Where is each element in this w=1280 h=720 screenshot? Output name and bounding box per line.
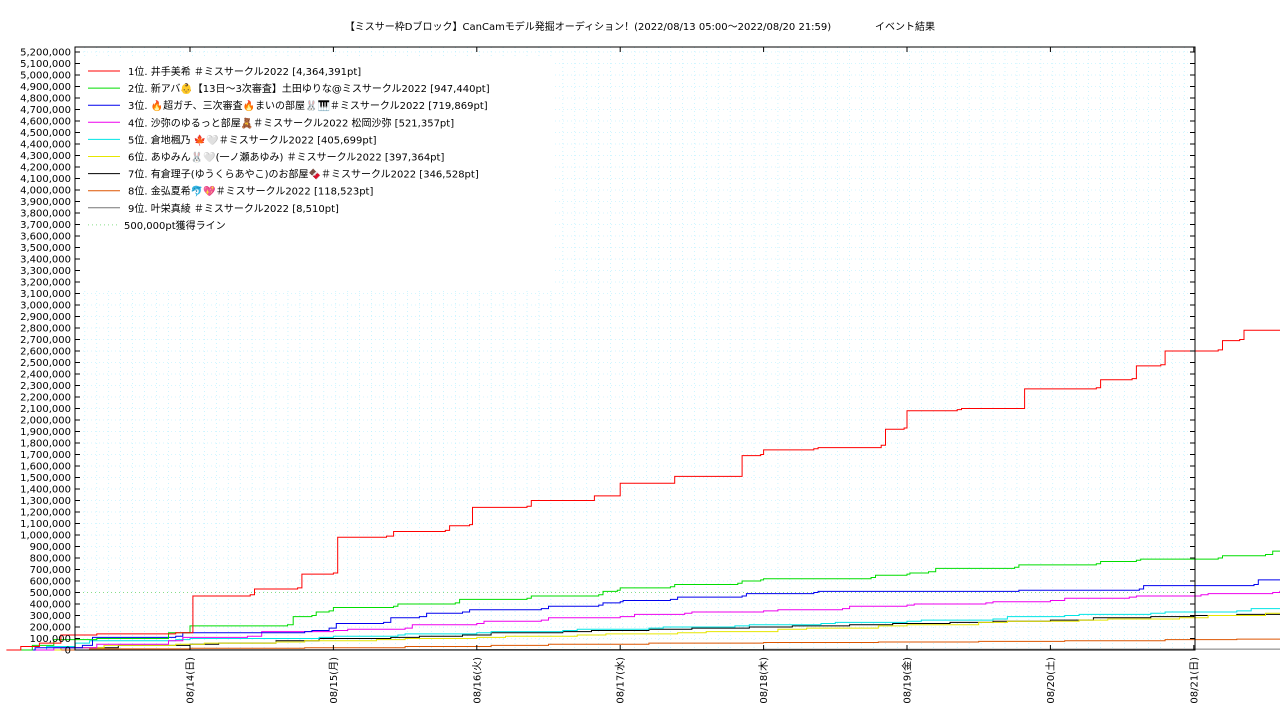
y-tick-label: 300,000 bbox=[30, 611, 71, 622]
y-tick-label: 500,000 bbox=[30, 588, 71, 599]
chart-subtitle: イベント結果 bbox=[875, 20, 935, 33]
y-tick-label: 4,200,000 bbox=[20, 163, 71, 174]
y-tick-label: 4,100,000 bbox=[20, 174, 71, 185]
series-line-4 bbox=[25, 590, 1280, 651]
y-tick-label: 3,600,000 bbox=[20, 232, 71, 243]
y-tick-label: 2,400,000 bbox=[20, 370, 71, 381]
y-tick-label: 1,600,000 bbox=[20, 462, 71, 473]
y-tick-label: 4,900,000 bbox=[20, 82, 71, 93]
series-line-3 bbox=[17, 579, 1280, 651]
y-tick-label: 200,000 bbox=[30, 623, 71, 634]
x-tick-label: 08/21(日) bbox=[1189, 657, 1200, 704]
y-tick-label: 3,900,000 bbox=[20, 197, 71, 208]
x-tick-label: 08/15(月) bbox=[328, 657, 340, 704]
legend-background bbox=[79, 59, 555, 289]
y-tick-label: 0 bbox=[65, 646, 71, 657]
y-tick-label: 700,000 bbox=[30, 565, 71, 576]
y-tick-label: 600,000 bbox=[30, 577, 71, 588]
series-line-8 bbox=[32, 638, 1280, 651]
legend-label-7: 7位. 有倉理子(ゆうくらあやこ)のお部屋🍫＃ミスサークル2022 [346,5… bbox=[128, 168, 479, 181]
y-tick-label: 3,800,000 bbox=[20, 209, 71, 220]
y-tick-label: 4,600,000 bbox=[20, 117, 71, 128]
x-tick-label: 08/18(木) bbox=[758, 657, 770, 704]
y-tick-label: 5,100,000 bbox=[20, 59, 71, 70]
y-tick-label: 1,300,000 bbox=[20, 496, 71, 507]
y-tick-label: 3,300,000 bbox=[20, 266, 71, 277]
y-tick-label: 3,400,000 bbox=[20, 255, 71, 266]
y-tick-label: 3,100,000 bbox=[20, 289, 71, 300]
y-tick-label: 5,200,000 bbox=[20, 48, 71, 59]
x-tick-label: 08/16(火) bbox=[471, 657, 483, 704]
y-tick-label: 4,000,000 bbox=[20, 186, 71, 197]
y-tick-label: 1,500,000 bbox=[20, 473, 71, 484]
axes-layer: 0100,000200,000300,000400,000500,000600,… bbox=[20, 46, 1200, 704]
y-tick-label: 3,200,000 bbox=[20, 278, 71, 289]
x-tick-label: 08/14(日) bbox=[186, 657, 197, 704]
series-line-6 bbox=[32, 612, 1280, 651]
x-tick-label: 08/20(土) bbox=[1044, 657, 1057, 704]
y-tick-label: 4,500,000 bbox=[20, 128, 71, 139]
legend-label-5: 5位. 倉地楓乃 🍁🤍＃ミスサークル2022 [405,699pt] bbox=[128, 133, 377, 146]
y-tick-label: 1,200,000 bbox=[20, 508, 71, 519]
legend-label-1: 1位. 井手美希 ＃ミスサークル2022 [4,364,391pt] bbox=[128, 65, 361, 78]
y-tick-label: 1,700,000 bbox=[20, 450, 71, 461]
legend-label-4: 4位. 沙弥のゆるっと部屋🧸＃ミスサークル2022 松岡沙弥 [521,357p… bbox=[128, 116, 454, 129]
y-tick-label: 3,500,000 bbox=[20, 243, 71, 254]
plot-frame bbox=[74, 46, 1196, 651]
x-tick-label: 08/19(金) bbox=[901, 657, 914, 704]
y-tick-label: 4,800,000 bbox=[20, 94, 71, 105]
y-tick-label: 2,700,000 bbox=[20, 335, 71, 346]
legend-label-3: 3位. 🔥超ガチ、三次審査🔥まいの部屋🐰🎹＃ミスサークル2022 [719,86… bbox=[128, 99, 488, 112]
y-tick-label: 4,300,000 bbox=[20, 151, 71, 162]
y-tick-label: 5,000,000 bbox=[20, 71, 71, 82]
legend-label-9: 9位. 叶栄真綾 ＃ミスサークル2022 [8,510pt] bbox=[128, 202, 339, 215]
y-tick-label: 1,100,000 bbox=[20, 519, 71, 530]
y-tick-label: 1,800,000 bbox=[20, 439, 71, 450]
legend-label-6: 6位. あゆみん🐰🤍(一ノ瀬あゆみ) ＃ミスサークル2022 [397,364p… bbox=[128, 151, 444, 164]
legend-label-reference: 500,000pt獲得ライン bbox=[124, 219, 226, 232]
y-tick-label: 1,400,000 bbox=[20, 485, 71, 496]
y-tick-label: 100,000 bbox=[30, 634, 71, 645]
legend-label-2: 2位. 新アバ👶【13日〜3次審査】土田ゆりな@ミスサークル2022 [947,… bbox=[128, 82, 490, 95]
y-tick-label: 3,700,000 bbox=[20, 220, 71, 231]
y-tick-label: 3,000,000 bbox=[20, 301, 71, 312]
y-tick-label: 2,100,000 bbox=[20, 404, 71, 415]
chart-title: 【ミスサー枠Dブロック】CanCamモデル発掘オーディション！(2022/08/… bbox=[345, 20, 831, 33]
y-tick-label: 2,900,000 bbox=[20, 312, 71, 323]
y-tick-label: 400,000 bbox=[30, 600, 71, 611]
y-tick-label: 2,000,000 bbox=[20, 416, 71, 427]
y-tick-label: 1,900,000 bbox=[20, 427, 71, 438]
y-tick-label: 2,200,000 bbox=[20, 393, 71, 404]
y-tick-label: 2,800,000 bbox=[20, 324, 71, 335]
x-tick-label: 08/17(水) bbox=[615, 657, 627, 704]
y-tick-label: 2,600,000 bbox=[20, 347, 71, 358]
y-tick-label: 1,000,000 bbox=[20, 531, 71, 542]
y-tick-label: 2,500,000 bbox=[20, 358, 71, 369]
series-line-1 bbox=[6, 329, 1280, 651]
legend-label-8: 8位. 金弘夏希🐬💖＃ミスサークル2022 [118,523pt] bbox=[128, 185, 373, 198]
y-tick-label: 800,000 bbox=[30, 554, 71, 565]
y-tick-label: 900,000 bbox=[30, 542, 71, 553]
y-tick-label: 4,700,000 bbox=[20, 105, 71, 116]
y-tick-label: 4,400,000 bbox=[20, 140, 71, 151]
legend: 1位. 井手美希 ＃ミスサークル2022 [4,364,391pt] 2位. 新ア… bbox=[88, 65, 490, 232]
y-tick-label: 2,300,000 bbox=[20, 381, 71, 392]
series-line-5 bbox=[25, 608, 1280, 651]
series-line-2 bbox=[15, 550, 1280, 651]
